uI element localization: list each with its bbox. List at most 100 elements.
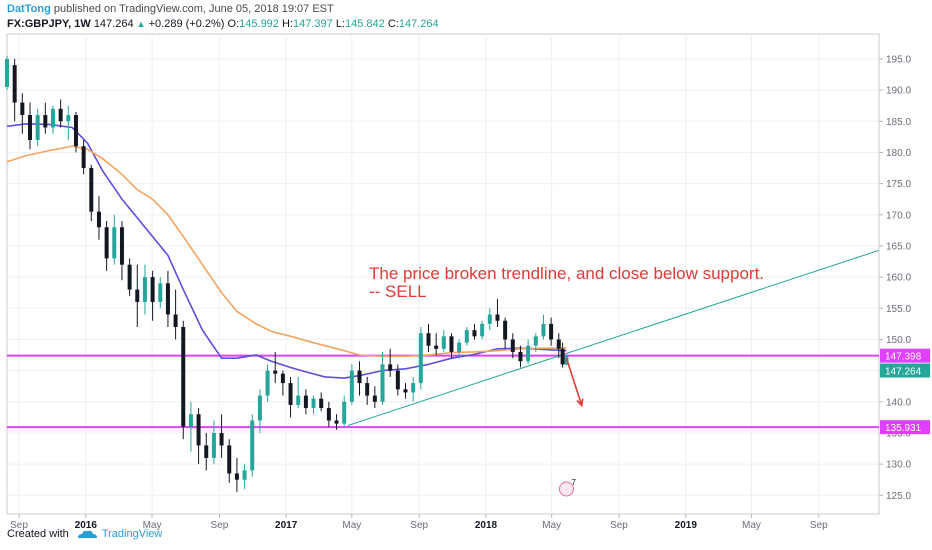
candle-body bbox=[89, 168, 94, 212]
candle-body bbox=[66, 115, 71, 122]
candle-body bbox=[526, 345, 531, 362]
candle-body bbox=[556, 339, 561, 349]
candle-body bbox=[518, 351, 523, 362]
x-tick-label: Sep bbox=[10, 520, 28, 531]
x-tick-label: May bbox=[143, 520, 162, 531]
annotation-text-line1[interactable]: The price broken trendline, and close be… bbox=[369, 264, 764, 283]
trendline bbox=[347, 249, 880, 426]
y-tick-label: 140.0 bbox=[886, 397, 911, 408]
candle-body bbox=[273, 370, 278, 374]
x-axis[interactable]: Sep 2016 May Sep 2017 May Sep 2018 May Sep 2019 May… bbox=[10, 514, 828, 531]
candle-body bbox=[219, 432, 224, 446]
support-levels bbox=[7, 354, 879, 429]
candle-body bbox=[457, 342, 462, 352]
price-tags: 147.398 135.931 147.264 bbox=[880, 348, 930, 435]
candle-body bbox=[510, 339, 515, 352]
level-tag-label: 147.398 bbox=[885, 352, 922, 363]
candle-body bbox=[250, 420, 255, 471]
candle-body bbox=[357, 370, 362, 384]
candle-body bbox=[173, 314, 178, 327]
tradingview-cloud-icon[interactable] bbox=[76, 528, 98, 540]
candle-body bbox=[449, 336, 454, 352]
candle-body bbox=[303, 395, 308, 409]
candle-body bbox=[326, 408, 331, 421]
candle-body bbox=[5, 58, 9, 87]
current-price-tag bbox=[880, 363, 930, 378]
candle-body bbox=[234, 473, 239, 480]
level-tag bbox=[880, 420, 930, 435]
candle-body bbox=[135, 289, 140, 303]
candle-body bbox=[372, 395, 377, 402]
candle-body bbox=[257, 395, 262, 421]
candle-body bbox=[73, 115, 78, 147]
candle-body bbox=[380, 364, 385, 402]
candle-body bbox=[211, 432, 216, 458]
event-marker[interactable]: 7 bbox=[558, 478, 576, 497]
x-tick-label: 2016 bbox=[75, 520, 98, 531]
candle-body bbox=[560, 348, 565, 365]
y-axis[interactable]: 125.0130.0135.0140.0145.0150.0155.0160.0… bbox=[879, 54, 911, 502]
candle-body bbox=[541, 323, 546, 337]
candle-body bbox=[411, 383, 416, 393]
trendline-layer bbox=[347, 249, 880, 426]
candle-body bbox=[388, 364, 393, 371]
candle-body bbox=[487, 314, 492, 324]
grid bbox=[7, 34, 879, 514]
author-name[interactable]: DatTong bbox=[7, 3, 51, 15]
publish-info: DatTong published on TradingView.com, Ju… bbox=[7, 2, 334, 16]
candle-body bbox=[227, 445, 232, 474]
candle-body bbox=[296, 395, 301, 405]
x-tick-label: Sep bbox=[610, 520, 628, 531]
candle-body bbox=[280, 373, 285, 384]
x-tick-label: 2018 bbox=[475, 520, 498, 531]
event-count: 7 bbox=[571, 478, 576, 487]
candle-body bbox=[127, 264, 132, 290]
y-tick-label: 130.0 bbox=[886, 460, 911, 471]
candle-body bbox=[319, 398, 324, 409]
x-tick-label: May bbox=[742, 520, 761, 531]
candle-body bbox=[365, 383, 370, 396]
candle-body bbox=[533, 336, 538, 346]
x-tick-label: May bbox=[342, 520, 361, 531]
candle-body bbox=[27, 115, 32, 140]
open-label: O: bbox=[227, 18, 240, 30]
x-tick-label: 2019 bbox=[675, 520, 698, 531]
candle-body bbox=[58, 108, 63, 122]
level-tag bbox=[880, 348, 930, 363]
sell-arrow bbox=[565, 357, 583, 406]
sell-arrow-head bbox=[576, 398, 584, 408]
dividend-event-icon[interactable] bbox=[558, 481, 574, 497]
x-tick-label: Sep bbox=[210, 520, 228, 531]
y-tick-label: 150.0 bbox=[886, 335, 911, 346]
y-tick-label: 190.0 bbox=[886, 86, 911, 97]
moving-averages bbox=[6, 122, 567, 379]
open-value: 145.992 bbox=[239, 18, 279, 30]
candle-body bbox=[434, 345, 439, 349]
high-value: 147.397 bbox=[292, 18, 333, 30]
footer: Created with TradingView bbox=[7, 526, 162, 542]
candle-body bbox=[464, 330, 469, 343]
price-change: +0.289 (+0.2%) bbox=[148, 18, 225, 30]
candle-body bbox=[242, 470, 247, 480]
x-tick-label: 2017 bbox=[275, 520, 298, 531]
candle-body bbox=[112, 227, 117, 259]
x-tick-label: Sep bbox=[410, 520, 428, 531]
symbol-label: FX:GBPJPY, 1W bbox=[7, 18, 91, 30]
candle-body bbox=[20, 102, 25, 116]
moving-average-ma_slow bbox=[6, 145, 567, 358]
candle-body bbox=[426, 333, 431, 346]
candle-body bbox=[418, 333, 423, 384]
created-with-text: Created with bbox=[7, 528, 69, 540]
annotation-text-line2[interactable]: -- SELL bbox=[369, 282, 427, 301]
candle-body bbox=[334, 420, 339, 424]
candle-body bbox=[12, 65, 17, 103]
symbol-info: FX:GBPJPY, 1W 147.264 ▲ +0.289 (+0.2%) O… bbox=[7, 17, 439, 31]
candle-body bbox=[472, 330, 477, 337]
tradingview-link[interactable]: TradingView bbox=[101, 528, 163, 540]
low-value: 145.842 bbox=[345, 18, 385, 30]
candle-body bbox=[495, 314, 500, 321]
y-tick-label: 125.0 bbox=[886, 491, 911, 502]
candle-body bbox=[150, 277, 155, 303]
plot-area[interactable] bbox=[6, 33, 880, 515]
